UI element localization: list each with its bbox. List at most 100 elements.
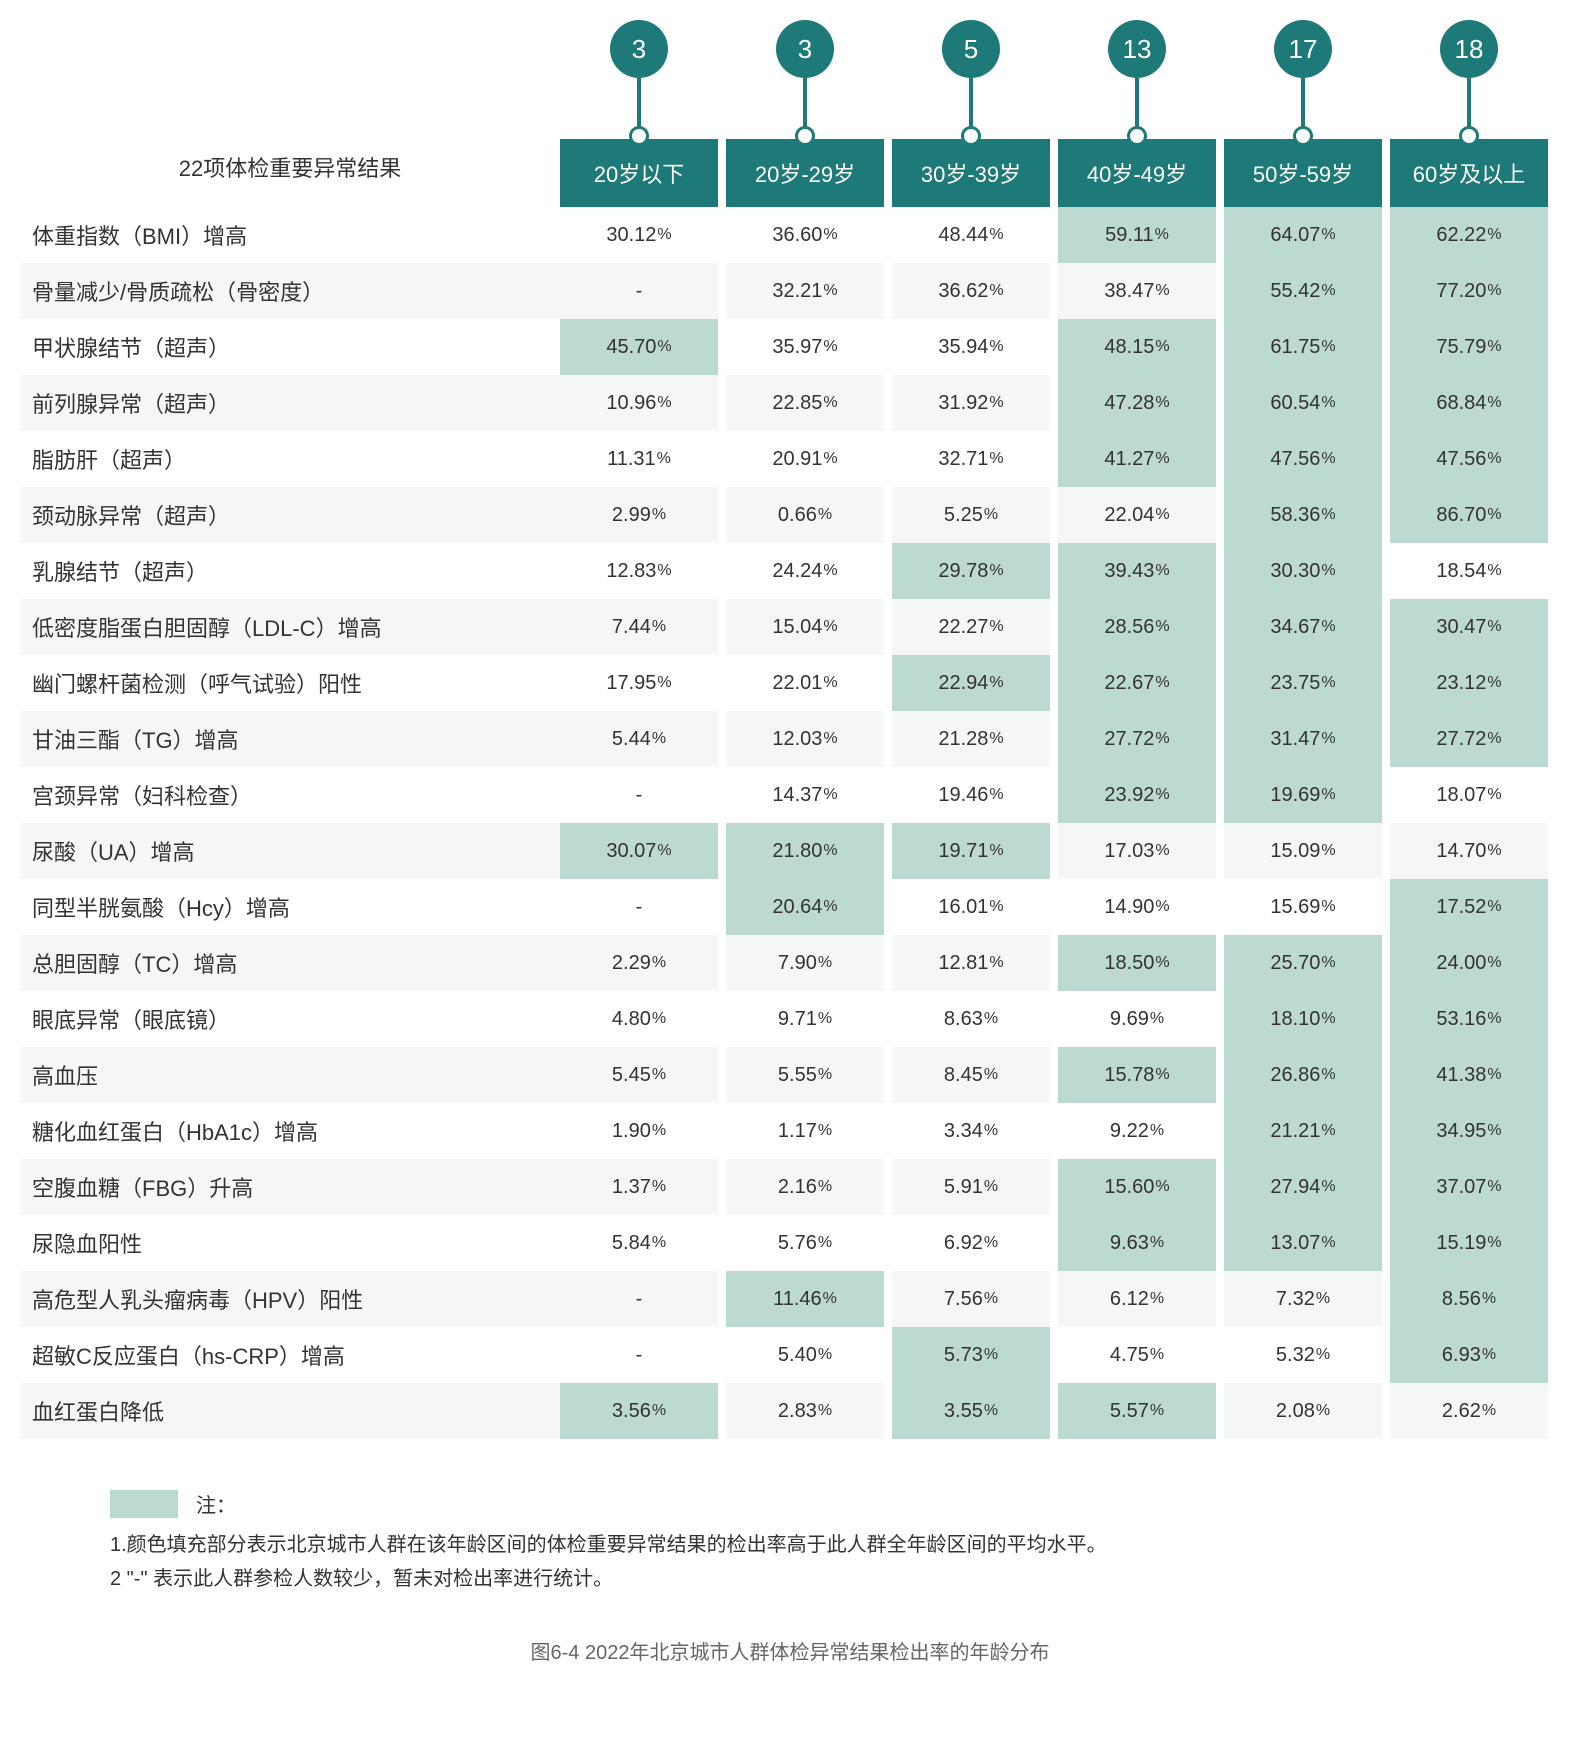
data-cell: 5.40% bbox=[726, 1327, 884, 1383]
row-label: 糖化血红蛋白（HbA1c）增高 bbox=[20, 1103, 560, 1159]
data-cell: 58.36% bbox=[1224, 487, 1382, 543]
data-cell: 2.83% bbox=[726, 1383, 884, 1439]
data-cell: 47.56% bbox=[1224, 431, 1382, 487]
data-cell: 5.55% bbox=[726, 1047, 884, 1103]
data-cell: 17.52% bbox=[1390, 879, 1548, 935]
data-cell: 18.54% bbox=[1390, 543, 1548, 599]
data-cell: 12.83% bbox=[560, 543, 718, 599]
row-cells: 7.44%15.04%22.27%28.56%34.67%30.47% bbox=[560, 599, 1548, 655]
data-cell: 31.47% bbox=[1224, 711, 1382, 767]
age-column-header: 1750岁-59岁 bbox=[1224, 20, 1382, 207]
data-cell: 7.90% bbox=[726, 935, 884, 991]
row-cells: -5.40%5.73%4.75%5.32%6.93% bbox=[560, 1327, 1548, 1383]
row-cells: -20.64%16.01%14.90%15.69%17.52% bbox=[560, 879, 1548, 935]
data-cell: 5.45% bbox=[560, 1047, 718, 1103]
data-cell: 77.20% bbox=[1390, 263, 1548, 319]
data-cell: 20.91% bbox=[726, 431, 884, 487]
row-cells: 30.12%36.60%48.44%59.11%64.07%62.22% bbox=[560, 207, 1548, 263]
data-cell: 37.07% bbox=[1390, 1159, 1548, 1215]
data-cell: 61.75% bbox=[1224, 319, 1382, 375]
data-cell: 30.30% bbox=[1224, 543, 1382, 599]
badge-count: 5 bbox=[942, 20, 1000, 78]
age-label: 30岁-39岁 bbox=[892, 136, 1050, 207]
table-row: 血红蛋白降低3.56%2.83%3.55%5.57%2.08%2.62% bbox=[20, 1383, 1560, 1439]
age-column-header: 5 30岁-39岁 bbox=[892, 20, 1050, 207]
data-cell: 86.70% bbox=[1390, 487, 1548, 543]
data-cell: 6.92% bbox=[892, 1215, 1050, 1271]
data-cell: 35.97% bbox=[726, 319, 884, 375]
row-cells: -11.46%7.56%6.12%7.32%8.56% bbox=[560, 1271, 1548, 1327]
data-cell: 14.90% bbox=[1058, 879, 1216, 935]
data-cell: 48.15% bbox=[1058, 319, 1216, 375]
legend-title: 注： bbox=[196, 1489, 236, 1518]
data-cell: 31.92% bbox=[892, 375, 1050, 431]
data-cell: 6.93% bbox=[1390, 1327, 1548, 1383]
row-label: 颈动脉异常（超声） bbox=[20, 487, 560, 543]
data-cell: 22.01% bbox=[726, 655, 884, 711]
data-cell: 22.67% bbox=[1058, 655, 1216, 711]
pin-dot bbox=[1293, 126, 1313, 146]
data-cell: 32.21% bbox=[726, 263, 884, 319]
data-cell: 2.08% bbox=[1224, 1383, 1382, 1439]
data-cell: 2.16% bbox=[726, 1159, 884, 1215]
data-cell: 7.44% bbox=[560, 599, 718, 655]
pin-line bbox=[969, 78, 973, 136]
table-row: 乳腺结节（超声）12.83%24.24%29.78%39.43%30.30%18… bbox=[20, 543, 1560, 599]
data-cell: 25.70% bbox=[1224, 935, 1382, 991]
pin-dot bbox=[1127, 126, 1147, 146]
data-cell: 15.19% bbox=[1390, 1215, 1548, 1271]
table-row: 同型半胱氨酸（Hcy）增高-20.64%16.01%14.90%15.69%17… bbox=[20, 879, 1560, 935]
data-cell: 9.69% bbox=[1058, 991, 1216, 1047]
data-cell: 3.55% bbox=[892, 1383, 1050, 1439]
data-cell: 27.72% bbox=[1058, 711, 1216, 767]
table-row: 尿隐血阳性5.84%5.76%6.92%9.63%13.07%15.19% bbox=[20, 1215, 1560, 1271]
chart-container: 22项体检重要异常结果 320岁以下320岁-29岁530岁-39岁1340岁-… bbox=[20, 20, 1560, 1665]
data-cell: 30.47% bbox=[1390, 599, 1548, 655]
row-label: 总胆固醇（TC）增高 bbox=[20, 935, 560, 991]
data-cell: 21.28% bbox=[892, 711, 1050, 767]
row-label: 甲状腺结节（超声） bbox=[20, 319, 560, 375]
row-cells: 2.99%0.66%5.25%22.04%58.36%86.70% bbox=[560, 487, 1548, 543]
pin-line bbox=[1301, 78, 1305, 136]
data-cell: 9.63% bbox=[1058, 1215, 1216, 1271]
row-label: 幽门螺杆菌检测（呼气试验）阳性 bbox=[20, 655, 560, 711]
data-cell: 21.80% bbox=[726, 823, 884, 879]
data-cell: 1.90% bbox=[560, 1103, 718, 1159]
data-cell: 5.91% bbox=[892, 1159, 1050, 1215]
data-cell: 20.64% bbox=[726, 879, 884, 935]
data-cell: 3.34% bbox=[892, 1103, 1050, 1159]
data-cell: 11.31% bbox=[560, 431, 718, 487]
data-cell: 55.42% bbox=[1224, 263, 1382, 319]
data-cell: 9.71% bbox=[726, 991, 884, 1047]
table-row: 骨量减少/骨质疏松（骨密度）-32.21%36.62%38.47%55.42%7… bbox=[20, 263, 1560, 319]
badge-count: 18 bbox=[1440, 20, 1498, 78]
data-cell: 34.67% bbox=[1224, 599, 1382, 655]
row-label: 高危型人乳头瘤病毒（HPV）阳性 bbox=[20, 1271, 560, 1327]
data-cell: 22.27% bbox=[892, 599, 1050, 655]
row-cells: 30.07%21.80%19.71%17.03%15.09%14.70% bbox=[560, 823, 1548, 879]
row-cells: 5.45%5.55%8.45%15.78%26.86%41.38% bbox=[560, 1047, 1548, 1103]
table-row: 颈动脉异常（超声）2.99%0.66%5.25%22.04%58.36%86.7… bbox=[20, 487, 1560, 543]
data-cell: 35.94% bbox=[892, 319, 1050, 375]
data-cell: 12.81% bbox=[892, 935, 1050, 991]
data-cell: 16.01% bbox=[892, 879, 1050, 935]
data-cell: 24.24% bbox=[726, 543, 884, 599]
table-row: 高血压5.45%5.55%8.45%15.78%26.86%41.38% bbox=[20, 1047, 1560, 1103]
data-cell: 23.92% bbox=[1058, 767, 1216, 823]
data-cell: 23.12% bbox=[1390, 655, 1548, 711]
data-cell: 30.07% bbox=[560, 823, 718, 879]
data-cell: 0.66% bbox=[726, 487, 884, 543]
row-label: 脂肪肝（超声） bbox=[20, 431, 560, 487]
data-cell: 41.27% bbox=[1058, 431, 1216, 487]
data-cell: 48.44% bbox=[892, 207, 1050, 263]
row-cells: -14.37%19.46%23.92%19.69%18.07% bbox=[560, 767, 1548, 823]
row-label: 眼底异常（眼底镜） bbox=[20, 991, 560, 1047]
data-cell: 75.79% bbox=[1390, 319, 1548, 375]
data-cell: 32.71% bbox=[892, 431, 1050, 487]
row-label: 甘油三酯（TG）增高 bbox=[20, 711, 560, 767]
figure-caption: 图6-4 2022年北京城市人群体检异常结果检出率的年龄分布 bbox=[20, 1636, 1560, 1665]
data-cell: 21.21% bbox=[1224, 1103, 1382, 1159]
data-cell: 47.56% bbox=[1390, 431, 1548, 487]
data-cell: 4.80% bbox=[560, 991, 718, 1047]
data-cell: 19.69% bbox=[1224, 767, 1382, 823]
